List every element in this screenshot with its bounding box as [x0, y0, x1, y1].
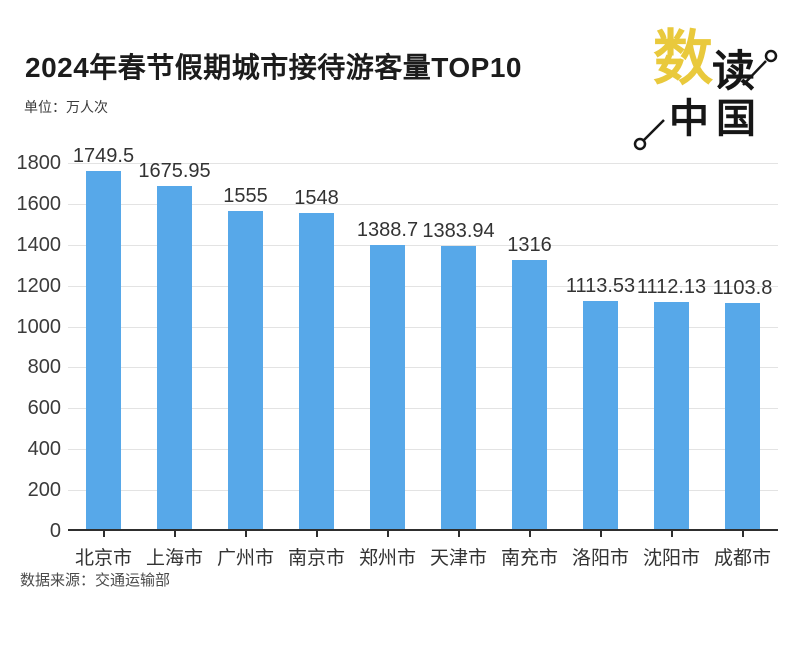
bar	[299, 212, 334, 529]
unit-label: 单位：万人次	[24, 99, 108, 115]
trend-line-icon	[633, 49, 778, 151]
x-tick-label: 郑州市	[358, 548, 416, 569]
bar	[157, 186, 192, 529]
gridline	[68, 449, 778, 451]
bar	[86, 171, 121, 529]
bar-value-label: 1749.5	[72, 145, 135, 168]
x-axis-tick	[315, 531, 318, 537]
x-axis-tick	[102, 531, 105, 537]
x-axis-tick	[457, 531, 460, 537]
bar	[370, 245, 405, 529]
x-axis-tick	[741, 531, 744, 537]
x-tick-label: 洛阳市	[571, 548, 629, 569]
bar-value-label: 1103.8	[712, 277, 773, 300]
x-tick-label: 上海市	[145, 548, 203, 569]
y-tick-label: 1400	[16, 233, 62, 256]
gridline	[68, 163, 778, 164]
y-tick-label: 0	[49, 520, 61, 542]
gridline	[68, 367, 778, 369]
y-tick-label: 600	[27, 397, 61, 420]
y-tick-label: 1200	[16, 274, 62, 297]
x-axis-tick	[244, 531, 247, 537]
bar	[512, 259, 547, 529]
bar	[654, 301, 689, 529]
x-axis-tick	[599, 531, 602, 537]
gridline	[68, 326, 778, 328]
logo-chars-zhongguo: 中国	[669, 95, 763, 142]
chart-title: 2024年春节假期城市接待游客量TOP10	[25, 52, 522, 83]
gridline	[68, 203, 778, 205]
x-axis-tick	[528, 531, 531, 537]
logo-char-du: 读	[712, 47, 755, 97]
bar-value-label: 1383.94	[422, 220, 495, 243]
logo-char-shu: 数	[653, 24, 713, 94]
gridline	[68, 244, 778, 246]
y-tick-label: 1000	[16, 315, 62, 338]
bar-value-label: 1112.13	[636, 275, 707, 298]
y-tick-label: 400	[27, 438, 61, 461]
gridline	[68, 285, 778, 287]
bar-value-label: 1316	[507, 233, 552, 256]
gridline	[68, 408, 778, 410]
bar-value-label: 1388.7	[356, 219, 419, 242]
x-tick-label: 广州市	[216, 548, 274, 569]
plot-area: 1749.5 北京市 1675.95 上海市 1555 广州市 1548 南京市 1388.7 郑…	[68, 146, 778, 569]
x-axis-tick	[386, 531, 389, 537]
x-tick-label: 南京市	[287, 548, 345, 569]
gridline	[68, 490, 778, 492]
bar-value-label: 1548	[294, 186, 339, 209]
y-tick-label: 1800	[16, 152, 62, 174]
x-tick-label: 天津市	[429, 548, 487, 569]
y-tick-label: 1600	[16, 192, 62, 215]
y-tick-label: 200	[27, 479, 61, 502]
bar-value-label: 1555	[223, 185, 268, 208]
bar-value-label: 1675.95	[138, 160, 211, 183]
y-tick-label: 800	[27, 356, 61, 379]
x-axis-tick	[670, 531, 673, 537]
x-tick-label: 北京市	[74, 548, 132, 569]
data-source: 数据来源：交通运输部	[20, 572, 171, 589]
x-tick-label: 沈阳市	[642, 548, 700, 569]
bar	[583, 301, 618, 529]
bar	[441, 246, 476, 529]
bar	[228, 211, 263, 529]
x-tick-label: 南充市	[500, 548, 558, 569]
shudu-zhongguo-logo: 数 读 中国	[633, 29, 785, 153]
bar	[725, 303, 760, 529]
x-tick-label: 成都市	[713, 548, 771, 569]
bar-value-label: 1113.53	[565, 275, 636, 298]
x-axis-tick	[173, 531, 176, 537]
